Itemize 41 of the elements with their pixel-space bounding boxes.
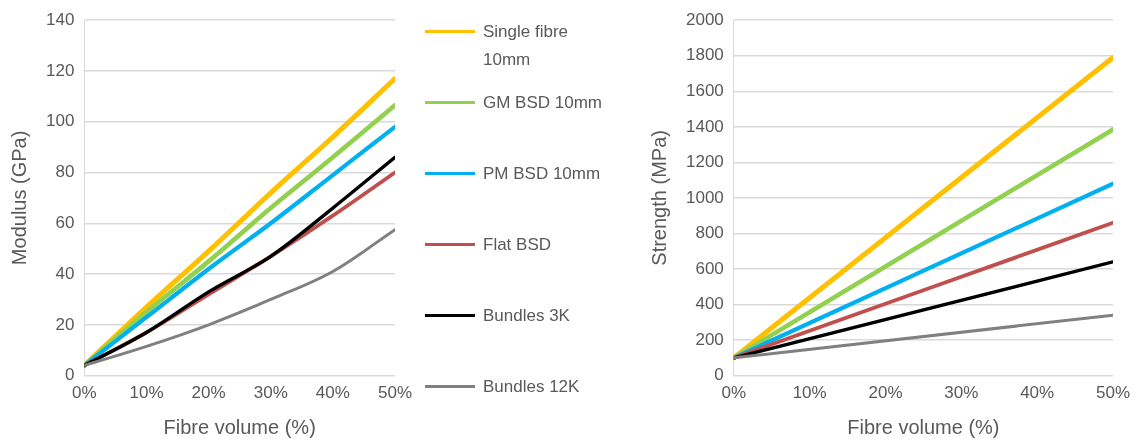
y-tick-label: 400 xyxy=(695,294,724,314)
y-tick-label: 200 xyxy=(695,329,724,349)
y-tick-label: 1600 xyxy=(685,80,724,100)
legend-label: Flat BSD xyxy=(483,234,553,256)
x-tick-label: 20% xyxy=(868,383,903,403)
y-tick-label: 60 xyxy=(55,212,75,232)
x-tick-label: 10% xyxy=(129,383,164,403)
x-tick-label: 30% xyxy=(944,383,979,403)
legend-label: Bundles 12K xyxy=(483,376,581,398)
x-tick-label: 40% xyxy=(315,383,350,403)
y-tick-label: 140 xyxy=(45,9,75,29)
x-tick-label: 40% xyxy=(1020,383,1055,403)
y-axis-title: Strength (MPa) xyxy=(647,130,670,266)
y-tick-label: 2000 xyxy=(685,9,724,29)
x-tick-label: 0% xyxy=(721,383,747,403)
legend-label: Single fibre 10mm xyxy=(483,21,570,71)
y-tick-label: 1000 xyxy=(685,187,724,207)
legend-label: PM BSD 10mm xyxy=(483,163,602,185)
y-tick-label: 1400 xyxy=(685,116,724,136)
y-axis-title: Modulus (GPa) xyxy=(7,130,30,266)
y-tick-label: 20 xyxy=(55,314,75,334)
x-tick-label: 20% xyxy=(191,383,226,403)
y-tick-label: 120 xyxy=(45,60,75,80)
legend-label: GM BSD 10mm xyxy=(483,92,603,114)
y-tick-label: 0 xyxy=(714,365,724,385)
x-tick-label: 10% xyxy=(792,383,827,403)
y-tick-label: 100 xyxy=(45,111,75,131)
y-tick-label: 800 xyxy=(695,223,724,243)
x-axis-title: Fibre volume (%) xyxy=(847,415,1000,438)
x-tick-label: 50% xyxy=(1095,383,1130,403)
y-tick-label: 600 xyxy=(695,258,724,278)
y-tick-label: 1800 xyxy=(685,45,724,65)
y-tick-label: 0 xyxy=(64,365,75,385)
x-tick-label: 30% xyxy=(253,383,288,403)
legend-label: Bundles 3K xyxy=(483,305,571,327)
x-tick-label: 50% xyxy=(377,383,412,403)
y-tick-label: 80 xyxy=(55,162,75,182)
x-tick-label: 0% xyxy=(72,383,97,403)
x-axis-title: Fibre volume (%) xyxy=(163,415,316,438)
y-tick-label: 40 xyxy=(55,263,75,283)
y-tick-label: 1200 xyxy=(685,152,724,172)
